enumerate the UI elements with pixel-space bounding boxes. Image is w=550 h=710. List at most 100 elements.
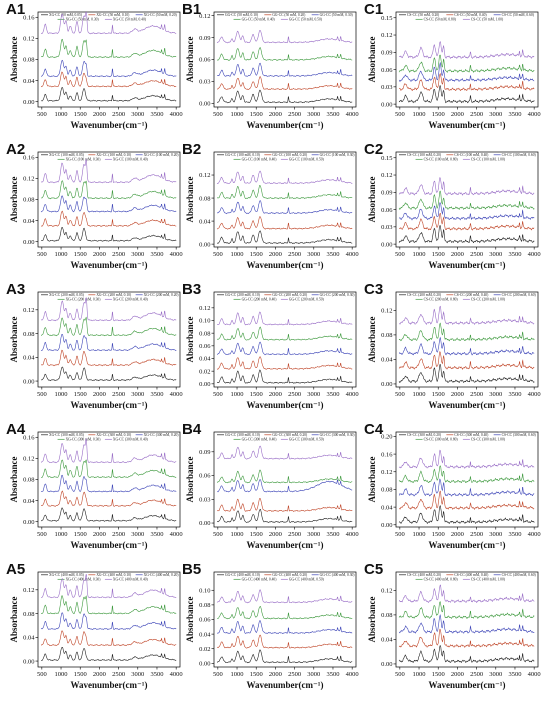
y-tick-label: 0.12: [23, 36, 34, 43]
y-tick-label: 0.06: [199, 57, 211, 64]
y-tick-label: 0.00: [199, 101, 210, 108]
x-tick-label: 2000: [269, 251, 282, 258]
series-line-5: [216, 311, 353, 326]
y-tick-label: 0.08: [23, 611, 34, 618]
x-tick-label: 3500: [150, 111, 163, 118]
series-line-4: [217, 47, 353, 61]
x-tick-label: 2000: [93, 111, 106, 118]
legend-entry: XG-CC (200 mM, 0.20): [144, 293, 180, 298]
x-tick-label: 2500: [112, 671, 125, 678]
x-tick-label: 3000: [489, 251, 502, 258]
x-tick-label: 3500: [326, 111, 339, 118]
y-tick-label: 0.04: [381, 357, 393, 364]
legend-entry: CS-CC (200 mM, 0.40): [454, 293, 489, 298]
plot-frame: [37, 11, 181, 108]
series-line-2: [216, 356, 353, 370]
panel-label: C1: [364, 1, 383, 18]
series-line-2: [398, 351, 535, 370]
x-tick-label: 1000: [55, 391, 68, 398]
x-tick-label: 3500: [326, 671, 339, 678]
y-tick-label: 0.09: [381, 50, 392, 57]
panel-label: C4: [364, 421, 384, 438]
y-tick-label: 0.00: [23, 378, 34, 385]
x-tick-label: 500: [213, 111, 223, 118]
x-tick-label: 1000: [55, 531, 68, 538]
x-tick-label: 4000: [346, 111, 359, 118]
legend-entry: GG-CC (100 mM, 0.30): [320, 153, 356, 158]
y-tick-label: 0.04: [23, 498, 35, 505]
x-tick-label: 1500: [74, 391, 87, 398]
legend-entry: XG-CC (50 mM, 0.10): [96, 13, 130, 18]
legend-entry: CS-CC (200 mM, 0.60): [502, 293, 537, 298]
legend-entry: CS-CC (100 mM, 0.40): [454, 153, 489, 158]
x-tick-label: 4000: [170, 111, 183, 118]
series-line-5: [216, 589, 353, 604]
y-axis-title: Absorbance: [185, 456, 195, 502]
series-line-4: [398, 322, 535, 342]
legend-entry: GG-CC (100 mM, 0.50): [289, 158, 325, 163]
x-tick-label: 1500: [432, 671, 445, 678]
x-tick-label: 2500: [288, 531, 301, 538]
series-line-4: [398, 465, 535, 484]
legend-entry: CS-CC (300 mM, 0.80): [424, 438, 459, 443]
x-tick-label: 1500: [250, 391, 263, 398]
y-tick-label: 0.04: [23, 635, 35, 642]
x-tick-label: 4000: [170, 671, 183, 678]
series-line-5: [216, 445, 353, 460]
x-tick-label: 2500: [112, 391, 125, 398]
x-tick-label: 2000: [269, 111, 282, 118]
x-tick-label: 4000: [346, 531, 359, 538]
y-tick-label: 0.12: [23, 307, 34, 314]
series-line-1: [217, 369, 353, 384]
y-tick-label: 0.12: [381, 469, 392, 476]
x-tick-label: 3000: [131, 251, 144, 258]
x-tick-label: 1000: [231, 391, 244, 398]
series-line-3: [398, 61, 535, 83]
plot-frame: [37, 291, 181, 388]
x-tick-label: 3500: [508, 111, 521, 118]
x-axis-title: Wavenumber(cm⁻¹): [429, 680, 506, 690]
x-axis-title: Wavenumber(cm⁻¹): [247, 260, 324, 270]
legend-entry: XG-CC (50 mM, 0.05): [49, 13, 83, 18]
x-tick-label: 500: [213, 251, 223, 258]
x-tick-label: 1500: [74, 251, 87, 258]
x-axis-title: Wavenumber(cm⁻¹): [247, 680, 324, 690]
y-tick-label: 0.08: [381, 487, 392, 494]
x-tick-label: 2000: [451, 251, 464, 258]
series-line-2: [216, 76, 353, 91]
series-line-2: [216, 216, 353, 230]
legend-entry: CS-CC (100 mM, 1.00): [471, 158, 506, 163]
plot-frame: [395, 151, 539, 248]
legend-entry: GG-CC (400 mM, 0.50): [289, 578, 325, 583]
y-tick-label: 0.06: [199, 617, 211, 624]
legend-entry: CS-CC (50 mM, 0.60): [502, 13, 535, 18]
y-tick-label: 0.10: [199, 318, 210, 325]
y-axis-title: Absorbance: [185, 176, 195, 222]
series-line-3: [217, 62, 353, 77]
series-line-2: [41, 71, 177, 88]
series-line-4: [217, 469, 353, 484]
x-axis-title: Wavenumber(cm⁻¹): [247, 120, 324, 130]
y-tick-label: 0.08: [199, 195, 210, 202]
legend-entry: XG-CC (50 mM, 0.30): [66, 18, 100, 23]
chart-panel-C3: C3 500 1000 1500 2000 2500 3000 3500 4000 0.00 0.0…: [364, 281, 541, 410]
legend-entry: XG-CC (200 mM, 0.40): [113, 298, 149, 303]
x-tick-label: 1500: [74, 111, 87, 118]
x-tick-label: 4000: [170, 391, 183, 398]
legend-entry: GG-CC (50 mM, 0.40): [242, 18, 276, 23]
series-line-5: [41, 12, 177, 35]
y-tick-label: 0.15: [381, 155, 392, 162]
x-tick-label: 500: [213, 391, 223, 398]
y-tick-label: 0.00: [23, 519, 34, 526]
legend-entry: XG-CC (300 mM, 0.20): [144, 433, 180, 438]
legend-entry: XG-CC (400 mM, 0.10): [96, 573, 132, 578]
y-tick-label: 0.04: [23, 218, 35, 225]
x-tick-label: 500: [37, 671, 47, 678]
y-axis-title: Absorbance: [9, 596, 19, 642]
x-tick-label: 2500: [470, 251, 483, 258]
x-tick-label: 1000: [55, 251, 68, 258]
legend-entry: GG-CC (300 mM, 0.30): [320, 433, 356, 438]
series-line-3: [40, 59, 177, 78]
x-tick-label: 1000: [55, 111, 68, 118]
y-tick-label: 0.04: [23, 78, 35, 85]
